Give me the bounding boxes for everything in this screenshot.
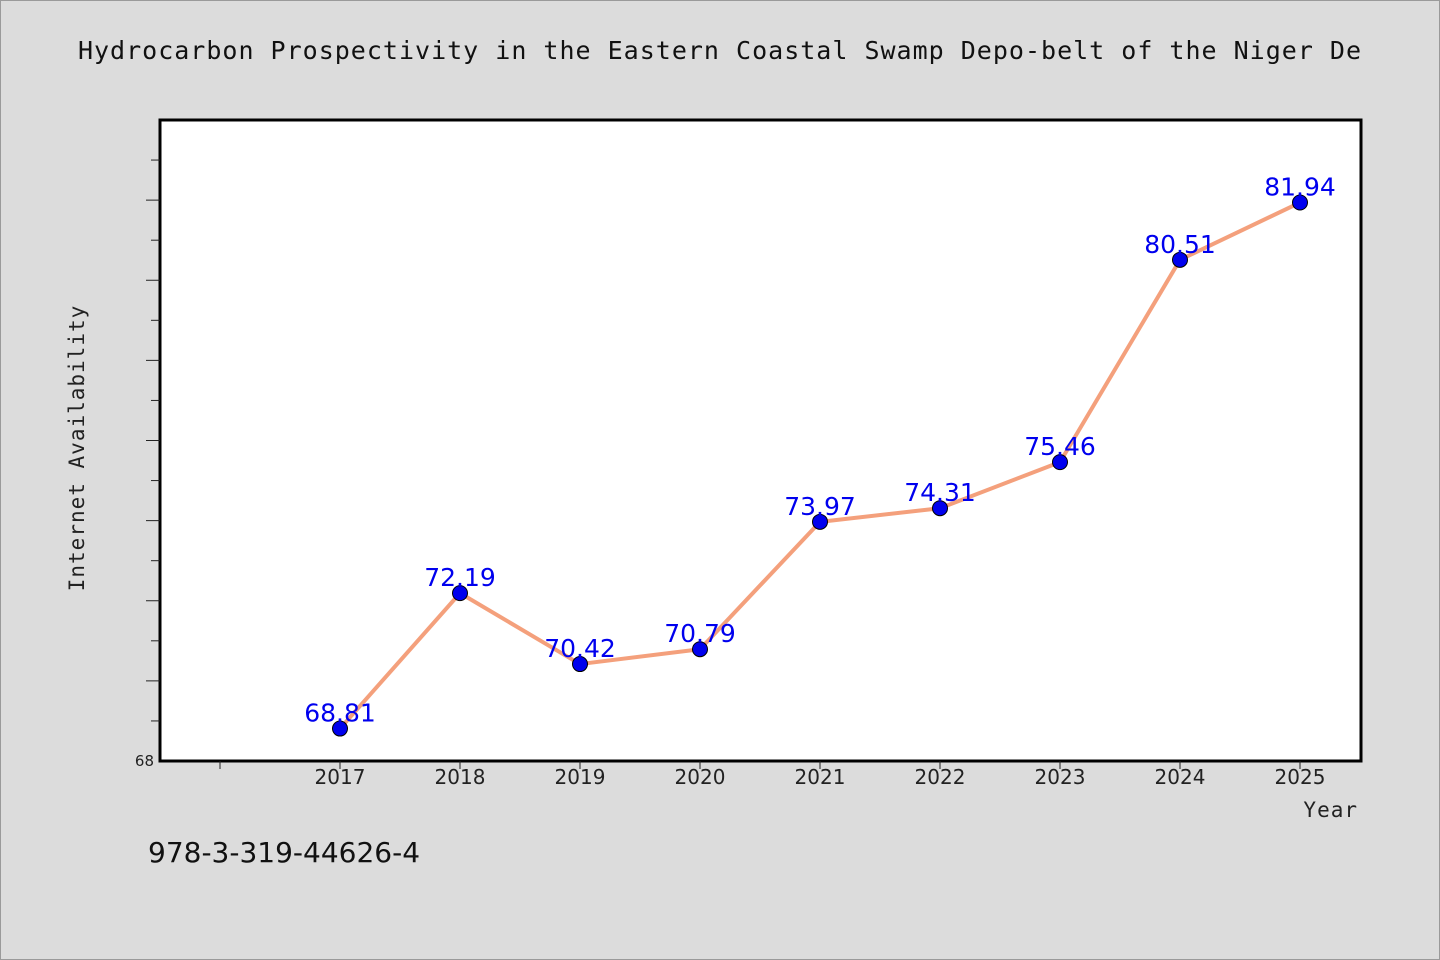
- x-tick-label: 2017: [315, 765, 366, 789]
- data-point: [452, 585, 468, 602]
- data-point: [1052, 454, 1068, 471]
- data-label: 72.19: [424, 563, 496, 592]
- x-axis-ticks: 2017 2018 2019 2020 2021 2022 2023 2024 2025: [219, 761, 1326, 789]
- data-label: 70.42: [544, 634, 616, 663]
- y-axis-ticks: 68: [135, 159, 160, 770]
- data-label: 73.97: [784, 492, 856, 521]
- x-tick-label: 2020: [675, 765, 726, 789]
- data-point: [572, 656, 588, 673]
- y-axis-label: Internet Availability: [65, 305, 89, 592]
- x-tick-label: 2021: [795, 765, 846, 789]
- data-point: [692, 641, 708, 658]
- x-tick-label: 2022: [915, 765, 966, 789]
- x-axis-label: Year: [1303, 798, 1358, 822]
- x-tick-label: 2023: [1035, 765, 1086, 789]
- y-tick-label: 68: [135, 752, 154, 770]
- data-point: [1292, 194, 1308, 211]
- data-label: 81.94: [1264, 173, 1336, 202]
- x-tick-label: 2025: [1275, 765, 1326, 789]
- data-label: 80.51: [1144, 230, 1216, 259]
- plot-area: [158, 118, 1363, 763]
- data-label: 68.81: [304, 699, 376, 728]
- chart-title: Hydrocarbon Prospectivity in the Eastern…: [77, 36, 1363, 65]
- data-label: 75.46: [1024, 432, 1096, 461]
- data-point: [1172, 251, 1188, 268]
- data-label: 74.31: [904, 478, 976, 507]
- data-point: [812, 513, 828, 530]
- x-tick-label: 2024: [1155, 765, 1206, 789]
- footer-isbn: 978-3-319-44626-4: [148, 836, 421, 869]
- data-point: [932, 500, 948, 517]
- data-point: [332, 720, 348, 737]
- series-group: 68.81 72.19 70.42 70.79 73.97 74.31 75.46 80.51…: [304, 173, 1336, 737]
- x-tick-label: 2019: [555, 765, 606, 789]
- data-label: 70.79: [664, 619, 736, 648]
- x-tick-label: 2018: [435, 765, 486, 789]
